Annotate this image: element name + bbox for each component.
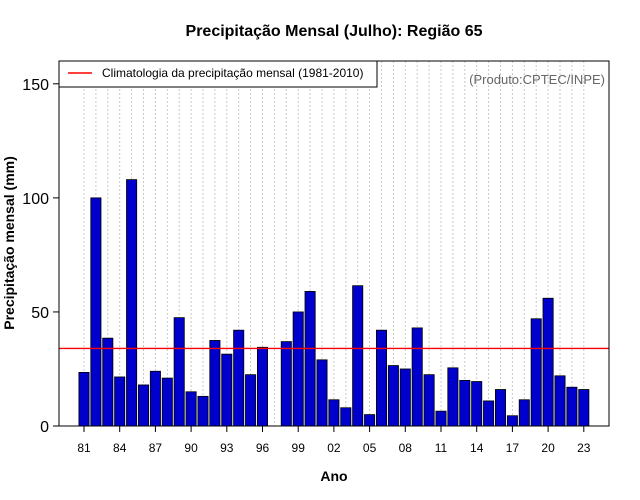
x-tick-label: 02 [327, 441, 341, 455]
y-axis-label: Precipitação mensal (mm) [1, 156, 17, 330]
bar-96 [256, 346, 268, 427]
bar-84 [114, 376, 126, 427]
bar-07 [387, 365, 399, 427]
bar-00 [304, 291, 316, 427]
bar-09 [411, 327, 423, 427]
bar-19 [530, 318, 542, 427]
bar-99 [292, 311, 304, 427]
bar-04 [352, 285, 364, 427]
bar-20 [542, 297, 554, 427]
x-tick-label: 90 [184, 441, 198, 455]
x-tick-label: 96 [256, 441, 270, 455]
bar-93 [221, 353, 233, 427]
x-tick-label: 20 [541, 441, 555, 455]
bar-85 [126, 179, 138, 427]
bar-90 [185, 391, 197, 427]
bar-14 [471, 381, 483, 427]
x-tick-label: 84 [113, 441, 127, 455]
x-axis-label: Ano [320, 468, 347, 484]
legend-box [58, 60, 378, 88]
bar-98 [280, 341, 292, 427]
y-axis: 0 50 100 150 [22, 77, 59, 436]
y-tick-label: 0 [40, 419, 49, 436]
y-tick-label: 50 [31, 305, 49, 322]
x-tick-label: 17 [506, 441, 520, 455]
x-tick-label: 23 [577, 441, 591, 455]
bar-92 [209, 340, 221, 427]
bar-91 [197, 395, 209, 427]
bar-03 [340, 407, 352, 427]
bar-05 [364, 414, 376, 427]
bar-06 [375, 329, 387, 427]
x-tick-label: 93 [220, 441, 234, 455]
bar-81 [78, 371, 90, 427]
x-axis: 81 84 87 90 93 96 99 02 05 08 11 14 17 20 23 [77, 426, 591, 455]
bar-83 [102, 337, 114, 427]
chart-title: Precipitação Mensal (Julho): Região 65 [186, 23, 483, 40]
bar-17 [506, 415, 518, 427]
x-tick-label: 81 [77, 441, 91, 455]
plot-frame [58, 60, 610, 427]
bar-89 [173, 317, 185, 427]
bar-10 [423, 374, 435, 427]
bar-01 [316, 359, 328, 427]
bar-82 [90, 197, 102, 427]
bar-13 [459, 379, 471, 427]
bar-87 [149, 370, 161, 427]
bar-02 [328, 399, 340, 427]
credit-text: (Produto:CPTEC/INPE) [469, 72, 605, 87]
bar-08 [399, 368, 411, 427]
legend-label: Climatologia da precipitação mensal (198… [102, 66, 363, 80]
bar-88 [161, 377, 173, 427]
x-tick-label: 08 [399, 441, 413, 455]
legend: Climatologia da precipitação mensal (198… [58, 60, 378, 88]
bar-22 [566, 386, 578, 427]
bar-86 [137, 384, 149, 427]
x-tick-label: 11 [435, 441, 448, 455]
bar-94 [233, 329, 245, 427]
bar-15 [483, 400, 495, 427]
bar-11 [435, 410, 447, 427]
x-tick-label: 87 [149, 441, 163, 455]
x-tick-label: 99 [292, 441, 306, 455]
y-tick-label: 100 [22, 191, 49, 208]
bar-18 [518, 399, 530, 427]
bar-95 [245, 374, 257, 427]
bars [78, 179, 590, 427]
bar-21 [554, 375, 566, 427]
bar-16 [494, 389, 506, 427]
x-tick-label: 14 [470, 441, 484, 455]
y-tick-label: 150 [22, 77, 49, 94]
bar-12 [447, 367, 459, 427]
x-tick-label: 05 [363, 441, 377, 455]
bar-23 [578, 389, 590, 427]
